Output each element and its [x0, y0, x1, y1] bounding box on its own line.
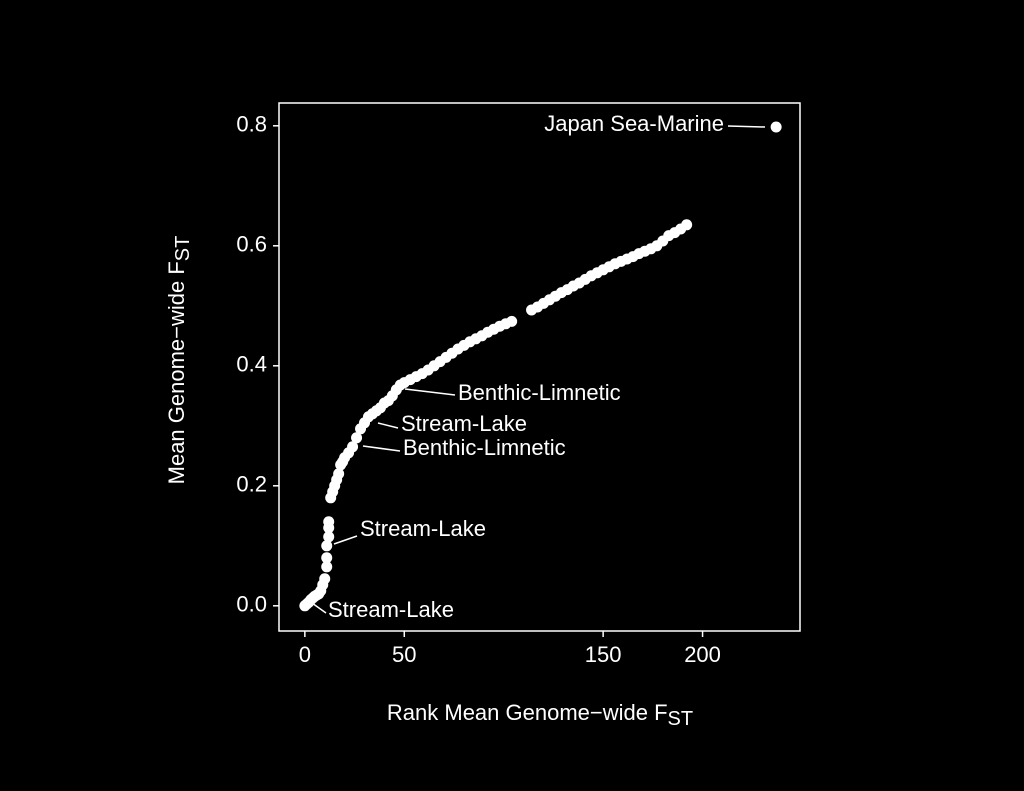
annotation: Benthic-Limnetic [403, 435, 566, 460]
point [321, 561, 333, 573]
y-tick-label: 0.0 [236, 592, 267, 617]
annotation-leader [311, 602, 327, 614]
annotation-leader [333, 535, 358, 545]
point [770, 121, 782, 133]
y-tick-label: 0.2 [236, 472, 267, 497]
point [321, 552, 333, 564]
annotation-leader [377, 422, 399, 429]
point [323, 516, 335, 528]
x-tick-label: 50 [392, 642, 416, 667]
point [321, 540, 333, 552]
point [319, 573, 331, 585]
x-tick-label: 200 [684, 642, 721, 667]
point [347, 441, 359, 453]
y-tick-label: 0.8 [236, 112, 267, 137]
x-axis-label-subscript: ST [668, 708, 694, 730]
x-axis-label-text: Rank Mean Genome−wide F [387, 700, 668, 725]
annotation: Stream-Lake [360, 516, 486, 541]
annotation: Stream-Lake [328, 597, 454, 622]
y-axis-label-text: Mean Genome−wide F [164, 261, 189, 484]
x-tick-label: 0 [299, 642, 311, 667]
x-axis-label: Rank Mean Genome−wide FST [387, 700, 693, 730]
point [333, 468, 345, 480]
point [351, 432, 363, 444]
y-tick-label: 0.4 [236, 352, 267, 377]
point [323, 531, 335, 543]
point [506, 315, 518, 327]
y-tick-label: 0.6 [236, 232, 267, 257]
annotation: Stream-Lake [401, 411, 527, 436]
plot-frame [278, 102, 801, 632]
annotation: Japan Sea-Marine [544, 111, 724, 136]
annotation: Benthic-Limnetic [458, 380, 621, 405]
y-axis-label: Mean Genome−wide FST [164, 236, 194, 485]
x-tick-label: 150 [585, 642, 622, 667]
annotation-leader [404, 388, 456, 396]
point [681, 219, 693, 231]
annotation-leader [362, 445, 401, 452]
y-axis-label-subscript: ST [172, 236, 194, 262]
annotation-leader [727, 125, 766, 128]
